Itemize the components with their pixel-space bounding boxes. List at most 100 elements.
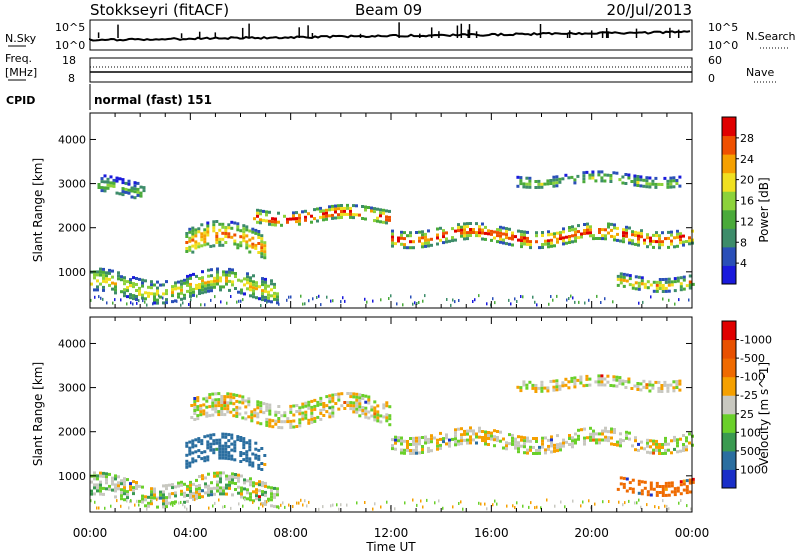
heatmap-cell [586,225,589,229]
heatmap-cell [258,506,260,510]
heatmap-cell [402,303,404,307]
heatmap-cell [650,295,652,299]
heatmap-cell [544,451,547,455]
heatmap-cell [96,483,99,487]
heatmap-cell [609,174,613,177]
heatmap-cell [340,503,342,507]
heatmap-cell [102,297,104,301]
heatmap-cell [259,404,263,408]
heatmap-cell [120,504,122,508]
heatmap-cell [319,206,322,210]
heatmap-cell [685,479,689,483]
heatmap-cell [249,495,252,499]
heatmap-cell [328,406,332,410]
heatmap-cell [206,233,210,237]
heatmap-cell [271,425,275,429]
heatmap-cell [519,386,523,390]
heatmap-cell [361,406,365,409]
heatmap-cell [191,439,195,443]
heatmap-cell [607,436,610,440]
heatmap-cell [334,204,337,208]
heatmap-cell [115,191,119,195]
heatmap-cell [457,439,460,443]
heatmap-cell [610,228,613,232]
heatmap-cell [265,420,269,424]
heatmap-cell [102,486,105,490]
heatmap-cell [231,280,234,284]
heatmap-cell [234,482,237,485]
heatmap-cell [210,286,213,290]
heatmap-cell [256,415,260,419]
heatmap-cell [207,268,210,272]
heatmap-cell [559,448,562,452]
colorbar-tick-label: 25 [740,408,754,421]
heatmap-cell [268,210,271,214]
heatmap-cell [525,386,529,390]
heatmap-cell [391,238,394,242]
heatmap-cell [331,393,335,397]
heatmap-cell [522,504,524,508]
heatmap-cell [364,394,368,398]
heatmap-cell [676,235,679,239]
heatmap-cell [302,503,304,507]
heatmap-cell [631,487,635,491]
heatmap-cell [310,399,314,403]
heatmap-cell [96,285,99,289]
heatmap-cell [189,285,192,289]
heatmap-cell [99,489,102,493]
heatmap-cell [664,484,668,488]
heatmap-cell [213,282,216,286]
heatmap-cell [105,271,108,275]
heatmap-cell [135,277,138,280]
heatmap-cell [252,295,255,299]
heatmap-cell [286,420,290,424]
heatmap-cell [445,231,448,235]
heatmap-cell [331,213,334,217]
heatmap-cell [628,481,632,485]
heatmap-cell [295,211,298,215]
heatmap-cell [188,248,192,252]
heatmap-cell [330,299,332,303]
heatmap-cell [400,439,403,443]
heatmap-cell [256,220,259,224]
heatmap-cell [185,235,189,238]
heatmap-cell [596,294,598,298]
heatmap-cell [562,236,565,240]
heatmap-cell [251,245,255,249]
heatmap-cell [520,435,523,439]
heatmap-cell [499,234,502,238]
heatmap-cell [649,451,652,455]
heatmap-cell [180,291,183,295]
heatmap-cell [685,436,688,440]
heatmap-cell [103,189,107,193]
heatmap-cell [130,195,134,199]
heatmap-cell [261,298,264,302]
heatmap-cell [508,442,511,446]
heatmap-cell [517,229,520,233]
heatmap-cell [331,396,335,400]
heatmap-cell [219,489,222,493]
heatmap-cell [114,477,117,481]
heatmap-cell [537,185,541,189]
heatmap-cell [475,432,478,436]
heatmap-cell [442,506,444,510]
power-colorbar-label: Power [dB] [757,177,771,242]
heatmap-cell [106,183,110,187]
heatmap-cell [228,474,231,478]
heatmap-cell [556,434,559,438]
heatmap-cell [307,421,311,425]
heatmap-cell [96,279,99,283]
heatmap-cell [248,457,252,461]
heatmap-cell [197,230,201,234]
heatmap-cell [132,285,135,289]
heatmap-cell [301,210,304,214]
heatmap-cell [195,484,198,488]
heatmap-cell [258,297,261,301]
heatmap-cell [643,238,646,242]
heatmap-cell [215,232,219,235]
heatmap-cell [260,462,264,465]
heatmap-cell [135,283,138,286]
heatmap-cell [380,298,382,302]
heatmap-cell [150,502,153,506]
